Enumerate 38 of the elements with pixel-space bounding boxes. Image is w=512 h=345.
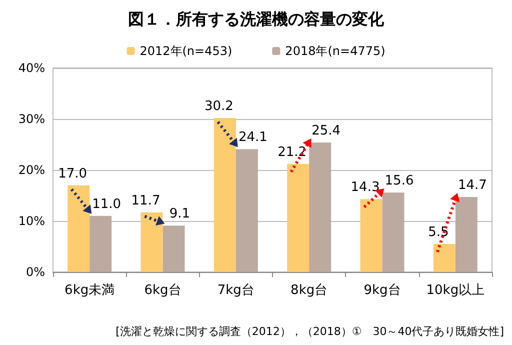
y-tick-label: 20% <box>18 163 45 177</box>
data-label: 11.0 <box>92 196 122 212</box>
x-tick-label: 9kg台 <box>364 283 401 298</box>
data-label: 17.0 <box>58 166 88 182</box>
data-label: 15.6 <box>384 173 414 188</box>
y-tick-label: 10% <box>18 214 45 228</box>
data-label: 9.1 <box>169 206 190 222</box>
bar <box>433 244 456 272</box>
x-tick-label: 7kg台 <box>217 283 254 298</box>
data-label: 14.3 <box>350 180 380 196</box>
bar <box>214 118 236 272</box>
bar <box>90 216 112 272</box>
x-tick-label: 6kg未満 <box>64 283 115 298</box>
chart-title: 図１．所有する洗濯機の容量の変化 <box>128 10 385 28</box>
y-tick-label: 0% <box>26 265 45 279</box>
x-tick-label: 6kg台 <box>144 283 182 298</box>
data-label: 30.2 <box>204 98 234 114</box>
bar <box>360 199 382 272</box>
bar <box>68 185 90 272</box>
text: [洗濯と乾燥に関する調査（2012），（2018）① 30～40代子あり既婚女性] <box>116 325 504 338</box>
data-label: 5.5 <box>428 224 449 240</box>
data-label: 14.7 <box>458 178 487 194</box>
bar <box>382 192 404 272</box>
data-label: 24.1 <box>238 130 268 146</box>
bar <box>455 197 478 272</box>
bar <box>236 149 258 272</box>
y-tick-label: 30% <box>18 112 45 126</box>
x-tick-label: 8kg台 <box>290 283 328 298</box>
data-label: 11.7 <box>131 193 160 208</box>
legend-label: 2012年(n=453) <box>140 44 232 58</box>
bar <box>162 226 185 272</box>
bar <box>287 164 310 272</box>
legend-label: 2018年(n=4775) <box>285 44 386 58</box>
bar <box>140 212 163 272</box>
data-label: 25.4 <box>312 123 341 138</box>
bar <box>309 142 332 272</box>
x-tick-label: 10kg以上 <box>426 283 485 298</box>
y-tick-label: 40% <box>18 61 45 75</box>
